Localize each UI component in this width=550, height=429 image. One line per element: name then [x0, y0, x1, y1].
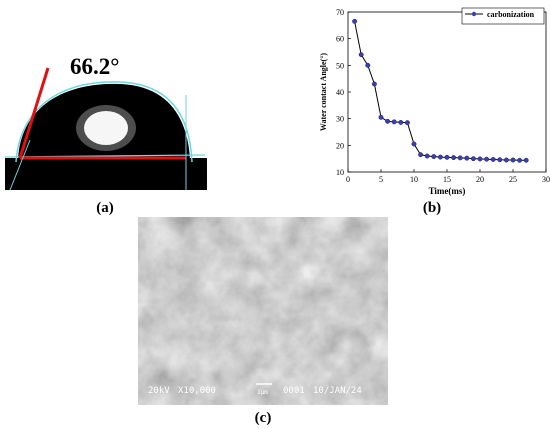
sem-info: 0001 [283, 386, 305, 396]
x-tick-label: 30 [542, 175, 550, 184]
sem-info: 1μm [257, 389, 268, 396]
data-point [497, 157, 503, 163]
data-point [490, 157, 496, 162]
data-point [431, 154, 437, 159]
data-point [358, 52, 364, 58]
caption: (a) [96, 200, 114, 216]
y-tick-label: 10 [336, 168, 344, 177]
data-point [470, 156, 476, 162]
sem-image [138, 217, 388, 405]
data-point [352, 18, 358, 24]
data-point [510, 157, 516, 163]
y-tick-label: 50 [336, 61, 344, 70]
data-point [385, 118, 391, 124]
y-axis-label: Water contact Angle(°) [319, 53, 328, 131]
data-point [398, 119, 404, 125]
data-point [464, 155, 470, 161]
data-point [517, 157, 523, 163]
data-point [411, 141, 417, 147]
y-tick-label: 30 [336, 115, 344, 124]
data-point [437, 154, 443, 160]
data-line [354, 21, 527, 161]
data-point [523, 157, 529, 163]
y-tick-label: 20 [336, 141, 344, 150]
y-tick-label: 60 [336, 35, 344, 44]
x-tick-label: 0 [346, 175, 350, 184]
legend-marker [471, 11, 477, 17]
y-tick-label: 40 [336, 88, 344, 97]
data-point [378, 114, 384, 120]
x-tick-label: 25 [509, 175, 517, 184]
sem-info: X10,000 [178, 386, 216, 396]
data-point [391, 119, 397, 125]
sem-info: 20kV [148, 386, 170, 396]
sem-info: 10/JAN/24 [313, 386, 362, 396]
droplet-photo [4, 40, 207, 191]
data-point [444, 154, 450, 160]
x-tick-label: 10 [410, 175, 418, 184]
legend-box [461, 7, 545, 25]
legend-label: carbonization [487, 10, 535, 19]
x-tick-label: 15 [443, 175, 451, 184]
data-point [477, 156, 483, 162]
data-point [503, 157, 509, 163]
data-point [418, 152, 424, 158]
data-point [451, 155, 457, 161]
y-tick-label: 70 [336, 8, 344, 17]
caption: (c) [255, 410, 272, 426]
plot-frame [347, 11, 547, 173]
caption: (b) [423, 200, 441, 216]
angle-label: 66.2° [70, 54, 119, 79]
data-point [457, 155, 463, 161]
x-tick-label: 20 [476, 175, 484, 184]
data-point [484, 156, 490, 162]
data-point [371, 81, 377, 87]
data-point [365, 62, 371, 68]
x-tick-label: 5 [379, 175, 383, 184]
x-axis-label: Time(ms) [429, 186, 466, 196]
data-point [424, 153, 430, 159]
data-point [404, 120, 410, 126]
